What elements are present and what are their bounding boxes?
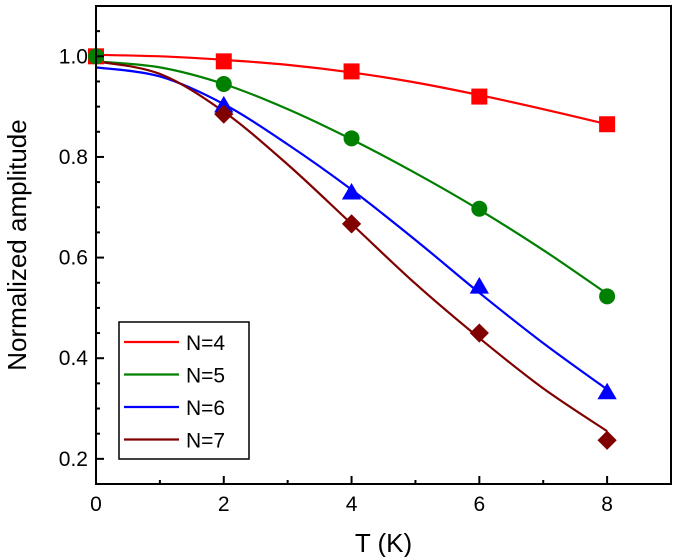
data-point-n6: [469, 277, 489, 294]
x-tick-label: 0: [90, 493, 102, 516]
data-point-n7: [597, 430, 617, 450]
data-point-n4: [599, 116, 616, 133]
axis-ticks: [95, 30, 672, 485]
data-point-n7: [341, 214, 362, 234]
legend-label: N=5: [186, 365, 225, 388]
x-axis-title: T (K): [355, 528, 412, 557]
y-axis-title: Normalized amplitude: [2, 119, 32, 370]
x-tick-label: 8: [601, 493, 613, 516]
fit-curve-n5: [95, 60, 608, 295]
y-tick-label: 0.6: [59, 247, 88, 270]
tick-labels: 0 2 4 6 8 0.2 0.4 0.6 0.8 1.0: [59, 45, 613, 516]
data-point-n4: [215, 53, 232, 70]
data-point-n5: [343, 130, 360, 147]
y-tick-label: 0.4: [59, 347, 89, 370]
plot-frame: [95, 5, 672, 485]
legend-label: N=6: [186, 397, 225, 420]
data-point-n4: [343, 63, 360, 80]
data-point-n6: [597, 382, 617, 400]
x-tick-label: 2: [218, 493, 230, 516]
data-point-n5: [471, 200, 488, 217]
legend: N=4 N=5 N=6 N=7: [118, 321, 250, 460]
legend-box: [118, 321, 250, 460]
y-tick-label: 0.8: [59, 146, 88, 169]
data-point-n6: [341, 182, 362, 200]
data-point-n7: [469, 323, 489, 343]
data-point-n6: [214, 95, 234, 113]
x-tick-label: 4: [346, 493, 358, 516]
legend-label: N=7: [186, 430, 225, 453]
y-tick-label: 1.0: [59, 45, 88, 68]
legend-label: N=4: [186, 332, 225, 355]
x-tick-label: 6: [473, 493, 485, 516]
data-point-n7: [214, 104, 234, 124]
data-point-n4: [471, 88, 488, 105]
data-point-n5: [599, 288, 616, 305]
data-point-n5: [215, 75, 232, 92]
y-tick-label: 0.2: [59, 448, 88, 471]
